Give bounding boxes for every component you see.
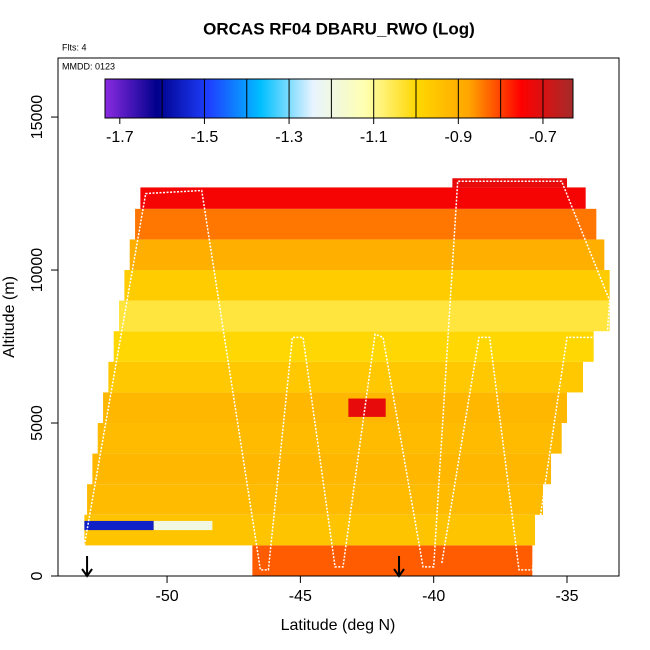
field-cell [452, 178, 568, 188]
y-tick-label: 0 [29, 571, 46, 580]
y-tick-label: 5000 [29, 405, 46, 441]
colorbar [104, 78, 574, 119]
colorbar-tick-label: -0.7 [529, 129, 557, 146]
colorbar-tick-label: -1.1 [360, 129, 388, 146]
y-tick-label: 10000 [29, 248, 46, 293]
x-tick-label: -50 [155, 588, 178, 605]
plot-frame [57, 57, 620, 577]
chart-title: ORCAS RF04 DBARU_RWO (Log) [203, 19, 475, 38]
colorbar-tick-label: -1.3 [275, 129, 303, 146]
field-cell [124, 270, 610, 301]
field-cell [97, 423, 562, 454]
field-cell [84, 520, 154, 531]
y-tick-label: 15000 [29, 95, 46, 140]
field-cell [135, 208, 597, 240]
field-cell [92, 453, 552, 485]
field-cell [153, 520, 213, 531]
y-axis-label: Altitude (m) [1, 276, 18, 358]
x-tick-label: -45 [289, 588, 312, 605]
x-tick-label: -40 [422, 588, 445, 605]
field-cell [103, 392, 568, 424]
x-tick-label: -35 [555, 588, 578, 605]
colorbar-tick-label: -0.9 [445, 129, 473, 146]
field-cell [348, 398, 386, 417]
field-cell [129, 239, 605, 271]
field-cell [119, 300, 610, 332]
field-cell [113, 331, 594, 362]
marker-arrow [81, 556, 93, 578]
field [84, 178, 610, 576]
colorbar-tick-label: -1.5 [191, 129, 219, 146]
field-cell [87, 484, 544, 515]
flight-track [83, 180, 611, 571]
field-cell [252, 545, 533, 576]
field-cell [140, 187, 586, 209]
field-cell [108, 361, 584, 393]
annotation: Flts: 4 [62, 42, 87, 52]
colorbar-tick-label: -1.7 [106, 129, 134, 146]
annotation: MMDD: 0123 [62, 61, 115, 71]
x-axis-label: Latitude (deg N) [281, 617, 396, 634]
